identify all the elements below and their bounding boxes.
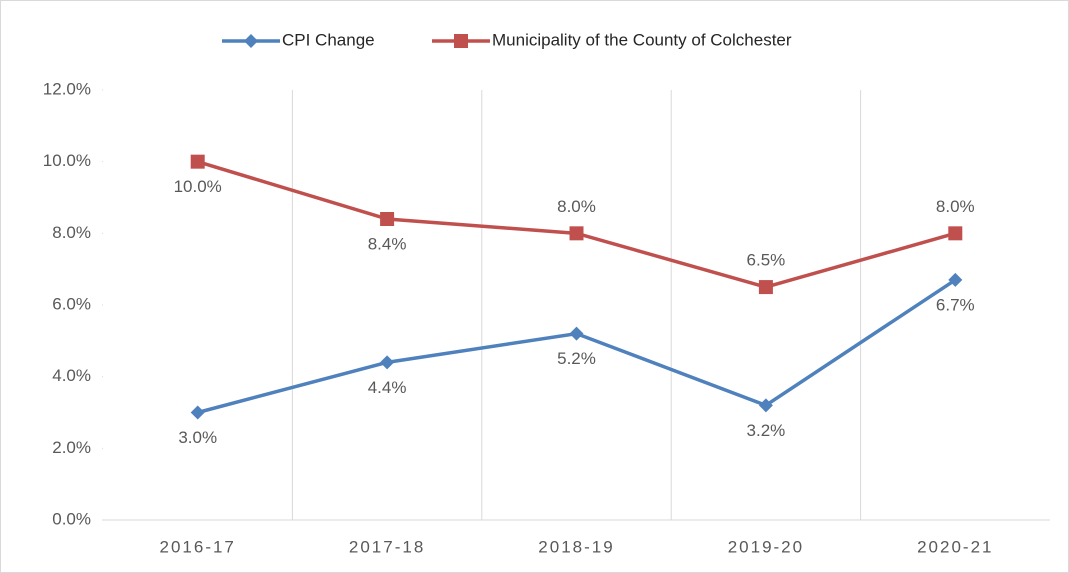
y-tick-label: 4.0% bbox=[52, 366, 91, 385]
marker bbox=[190, 154, 205, 169]
data-label: 10.0% bbox=[174, 177, 222, 196]
marker bbox=[758, 398, 773, 413]
data-label: 8.4% bbox=[368, 234, 407, 253]
legend-label: Municipality of the County of Colchester bbox=[492, 30, 792, 49]
y-tick-label: 6.0% bbox=[52, 294, 91, 313]
data-label: 5.2% bbox=[557, 349, 596, 368]
x-tick-label: 2019-20 bbox=[728, 537, 804, 556]
data-label: 8.0% bbox=[936, 197, 975, 216]
marker bbox=[569, 326, 584, 341]
data-label: 3.2% bbox=[747, 421, 786, 440]
legend-marker bbox=[244, 34, 258, 48]
data-label: 4.4% bbox=[368, 378, 407, 397]
data-label: 8.0% bbox=[557, 197, 596, 216]
data-label: 3.0% bbox=[178, 428, 217, 447]
marker bbox=[758, 280, 773, 295]
y-tick-label: 10.0% bbox=[43, 151, 91, 170]
marker bbox=[569, 226, 584, 241]
y-tick-label: 0.0% bbox=[52, 509, 91, 528]
data-label: 6.5% bbox=[747, 251, 786, 270]
x-tick-label: 2017-18 bbox=[349, 537, 425, 556]
x-tick-label: 2016-17 bbox=[160, 537, 236, 556]
legend-marker bbox=[454, 34, 468, 48]
marker bbox=[190, 405, 205, 420]
legend-label: CPI Change bbox=[282, 30, 375, 49]
marker bbox=[380, 212, 395, 226]
y-tick-label: 12.0% bbox=[43, 79, 91, 98]
marker bbox=[948, 226, 963, 241]
marker bbox=[948, 272, 963, 287]
data-label: 6.7% bbox=[936, 295, 975, 314]
x-tick-label: 2020-21 bbox=[917, 537, 993, 556]
x-tick-label: 2018-19 bbox=[538, 537, 614, 556]
y-tick-label: 2.0% bbox=[52, 438, 91, 457]
y-tick-label: 8.0% bbox=[52, 223, 91, 242]
marker bbox=[380, 355, 395, 370]
